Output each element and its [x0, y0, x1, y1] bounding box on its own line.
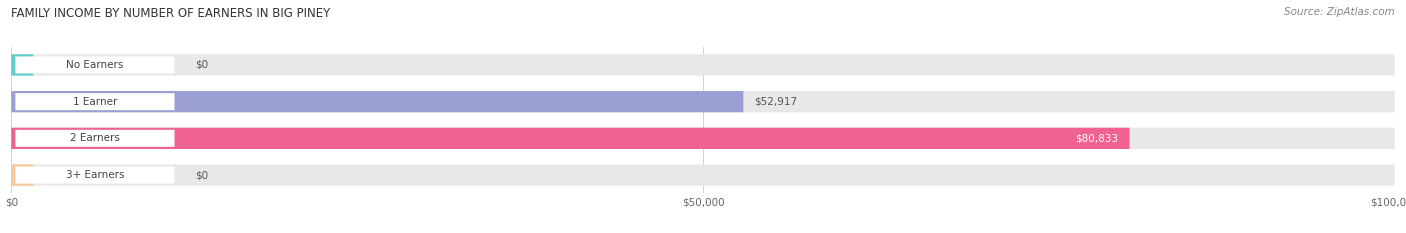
FancyBboxPatch shape [11, 91, 744, 112]
Text: 1 Earner: 1 Earner [73, 97, 117, 107]
FancyBboxPatch shape [11, 164, 34, 186]
Text: FAMILY INCOME BY NUMBER OF EARNERS IN BIG PINEY: FAMILY INCOME BY NUMBER OF EARNERS IN BI… [11, 7, 330, 20]
Text: 2 Earners: 2 Earners [70, 133, 120, 143]
Text: $0: $0 [195, 170, 208, 180]
Text: $80,833: $80,833 [1076, 133, 1119, 143]
Text: $0: $0 [195, 60, 208, 70]
FancyBboxPatch shape [11, 164, 1395, 186]
FancyBboxPatch shape [15, 93, 174, 110]
FancyBboxPatch shape [11, 91, 1395, 112]
Text: No Earners: No Earners [66, 60, 124, 70]
Text: Source: ZipAtlas.com: Source: ZipAtlas.com [1284, 7, 1395, 17]
FancyBboxPatch shape [15, 167, 174, 184]
Text: 3+ Earners: 3+ Earners [66, 170, 124, 180]
FancyBboxPatch shape [11, 128, 1129, 149]
FancyBboxPatch shape [11, 54, 1395, 75]
FancyBboxPatch shape [11, 128, 1395, 149]
FancyBboxPatch shape [11, 54, 34, 75]
Text: $52,917: $52,917 [755, 97, 797, 107]
FancyBboxPatch shape [15, 130, 174, 147]
FancyBboxPatch shape [15, 56, 174, 73]
